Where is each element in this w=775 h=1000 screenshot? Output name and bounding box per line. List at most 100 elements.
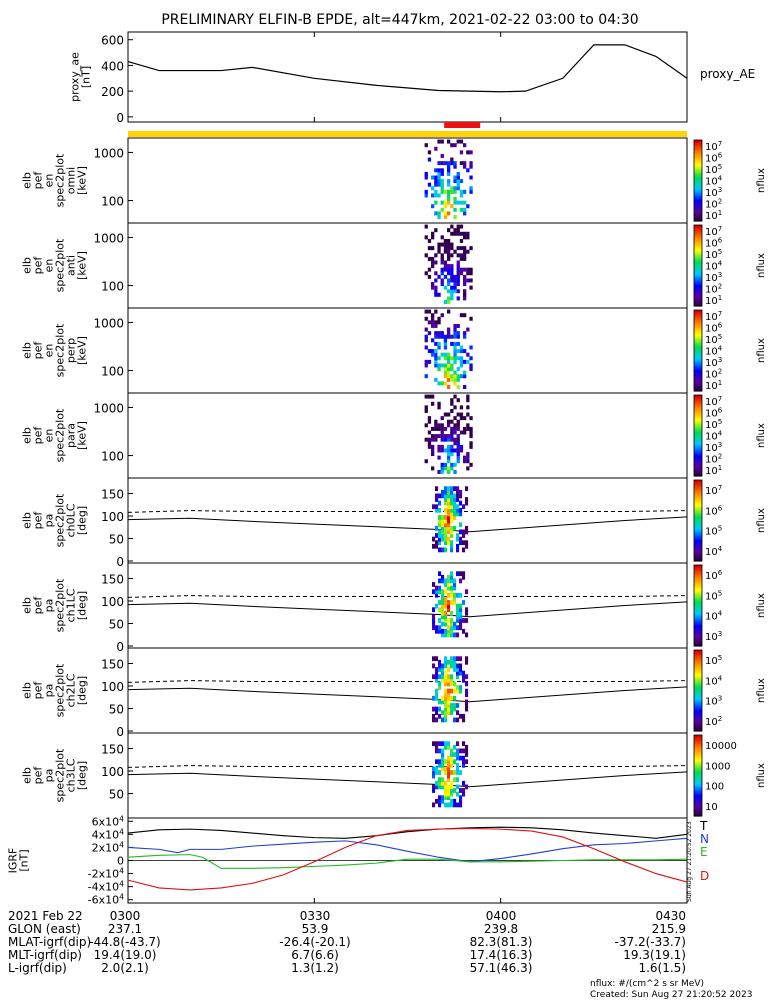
spectrogram-cell	[450, 688, 454, 694]
spectrogram-cell	[432, 717, 436, 723]
colorbar-cell	[694, 291, 702, 294]
spectrogram-cell	[453, 228, 457, 233]
spectrogram-cell	[450, 674, 454, 680]
colorbar-cell	[694, 482, 702, 485]
spectrogram-cell	[441, 589, 445, 595]
spectrogram-cell	[438, 536, 442, 542]
colorbar-cell	[694, 415, 702, 418]
panel-ylabel-line: pef	[32, 511, 45, 530]
spectrogram-cell	[453, 207, 457, 212]
spectrogram-cell	[444, 659, 448, 665]
spectrogram-cell	[450, 770, 454, 775]
spectrogram-cell	[453, 394, 457, 399]
spectrogram-cell	[438, 802, 442, 808]
spectrogram-cell	[456, 171, 460, 176]
colorbar-cell	[694, 338, 702, 341]
spectrogram-cell	[453, 356, 457, 361]
colorbar-cell	[694, 605, 702, 608]
colorbar-cell	[694, 296, 702, 299]
spectrogram-cell	[450, 703, 454, 708]
colorbar-cell	[694, 536, 702, 539]
colorbar-cell	[694, 297, 702, 300]
loss-cone-line	[127, 686, 688, 703]
spectrogram-cell	[456, 752, 460, 757]
colorbar-cell	[694, 351, 702, 354]
spectrogram-cell	[447, 228, 451, 233]
spectrogram-cell	[447, 171, 451, 176]
spectrogram-cell	[440, 462, 444, 467]
spectrogram-cell	[465, 692, 469, 698]
spectrogram-cell	[431, 444, 435, 449]
spectrogram-cell	[459, 610, 463, 616]
spectrogram-cell	[432, 543, 436, 549]
colorbar-cell	[694, 243, 702, 246]
spectrogram-cell	[438, 518, 442, 524]
colorbar-cell	[694, 412, 702, 415]
igrf-series-line	[127, 826, 688, 839]
panel-ylabel-line: en	[43, 429, 56, 443]
ephemeris-value: 6.7(6.6)	[291, 948, 339, 962]
colorbar-tick-label: 105	[705, 654, 722, 667]
colorbar-cell	[694, 199, 702, 202]
ephemeris-row-label: GLON (east)	[8, 922, 81, 936]
colorbar-cell	[694, 453, 702, 455]
spectrogram-cell	[444, 610, 448, 616]
spectrogram-cell	[453, 486, 457, 492]
colorbar-tick-label: 107	[705, 140, 722, 153]
spectrogram-cell	[443, 285, 448, 290]
panel-ylabel-line: elb	[21, 767, 34, 784]
spectrogram-cell	[441, 522, 445, 528]
colorbar-cell	[694, 512, 702, 515]
spectrogram-cell	[431, 426, 435, 431]
igrf-series-line	[127, 854, 688, 869]
spectrogram-cell	[444, 656, 448, 662]
spectrogram-cell	[450, 547, 454, 553]
spectrogram-cell	[459, 493, 463, 499]
colorbar-cell	[694, 678, 702, 681]
colorbar-cell	[694, 372, 702, 375]
spectrogram-cell	[440, 334, 444, 339]
spectrogram-cell	[453, 695, 457, 701]
spectrogram-cell	[440, 139, 444, 144]
colorbar-cell	[694, 566, 702, 569]
spectrogram-cell	[463, 189, 467, 194]
colorbar-cell	[694, 238, 702, 241]
spectrogram-cell	[432, 741, 436, 747]
spectrogram-cell	[447, 161, 451, 166]
spectrogram-cell	[438, 762, 442, 768]
colorbar-cell	[694, 698, 702, 701]
colorbar-cell	[694, 579, 702, 582]
spectrogram-cell	[438, 618, 442, 623]
spectrogram-cell	[431, 452, 435, 457]
colorbar-cell	[694, 167, 702, 169]
ae-legend: proxy_AE	[700, 67, 755, 81]
spectrogram-cell	[447, 363, 451, 368]
spectrogram-cell	[441, 674, 445, 680]
spectrogram-cell	[447, 578, 451, 584]
colorbar-cell	[694, 624, 702, 627]
spectrogram-cell	[447, 377, 451, 382]
spectrogram-cell	[427, 157, 432, 162]
spectrogram-cell	[424, 363, 428, 368]
spectrogram-cell	[438, 493, 442, 499]
spectrogram-cell	[440, 448, 444, 453]
spectrogram-cell	[459, 189, 464, 194]
spectrogram-cell	[435, 585, 439, 591]
colorbar-tick-label: 101	[705, 209, 722, 222]
spectrogram-cell	[434, 419, 438, 424]
spectrogram-cell	[456, 674, 460, 680]
spectrogram-cell	[447, 791, 451, 797]
spectrogram-cell	[447, 699, 451, 705]
spectrogram-cell	[465, 744, 469, 750]
colorbar-tick-label: 103	[705, 271, 722, 284]
spectrogram-cell	[459, 625, 463, 631]
spectrogram-cell	[462, 529, 466, 535]
panel-ylabel-line: elb	[21, 427, 34, 444]
spectrogram-cell	[459, 578, 463, 584]
colorbar-tick-label: 103	[705, 356, 722, 369]
spectrogram-cell	[427, 437, 432, 442]
spectrogram-cell	[434, 423, 438, 428]
spectrogram-cell	[447, 249, 451, 254]
colorbar-cell	[694, 295, 702, 298]
spectrogram-cell	[431, 448, 435, 453]
